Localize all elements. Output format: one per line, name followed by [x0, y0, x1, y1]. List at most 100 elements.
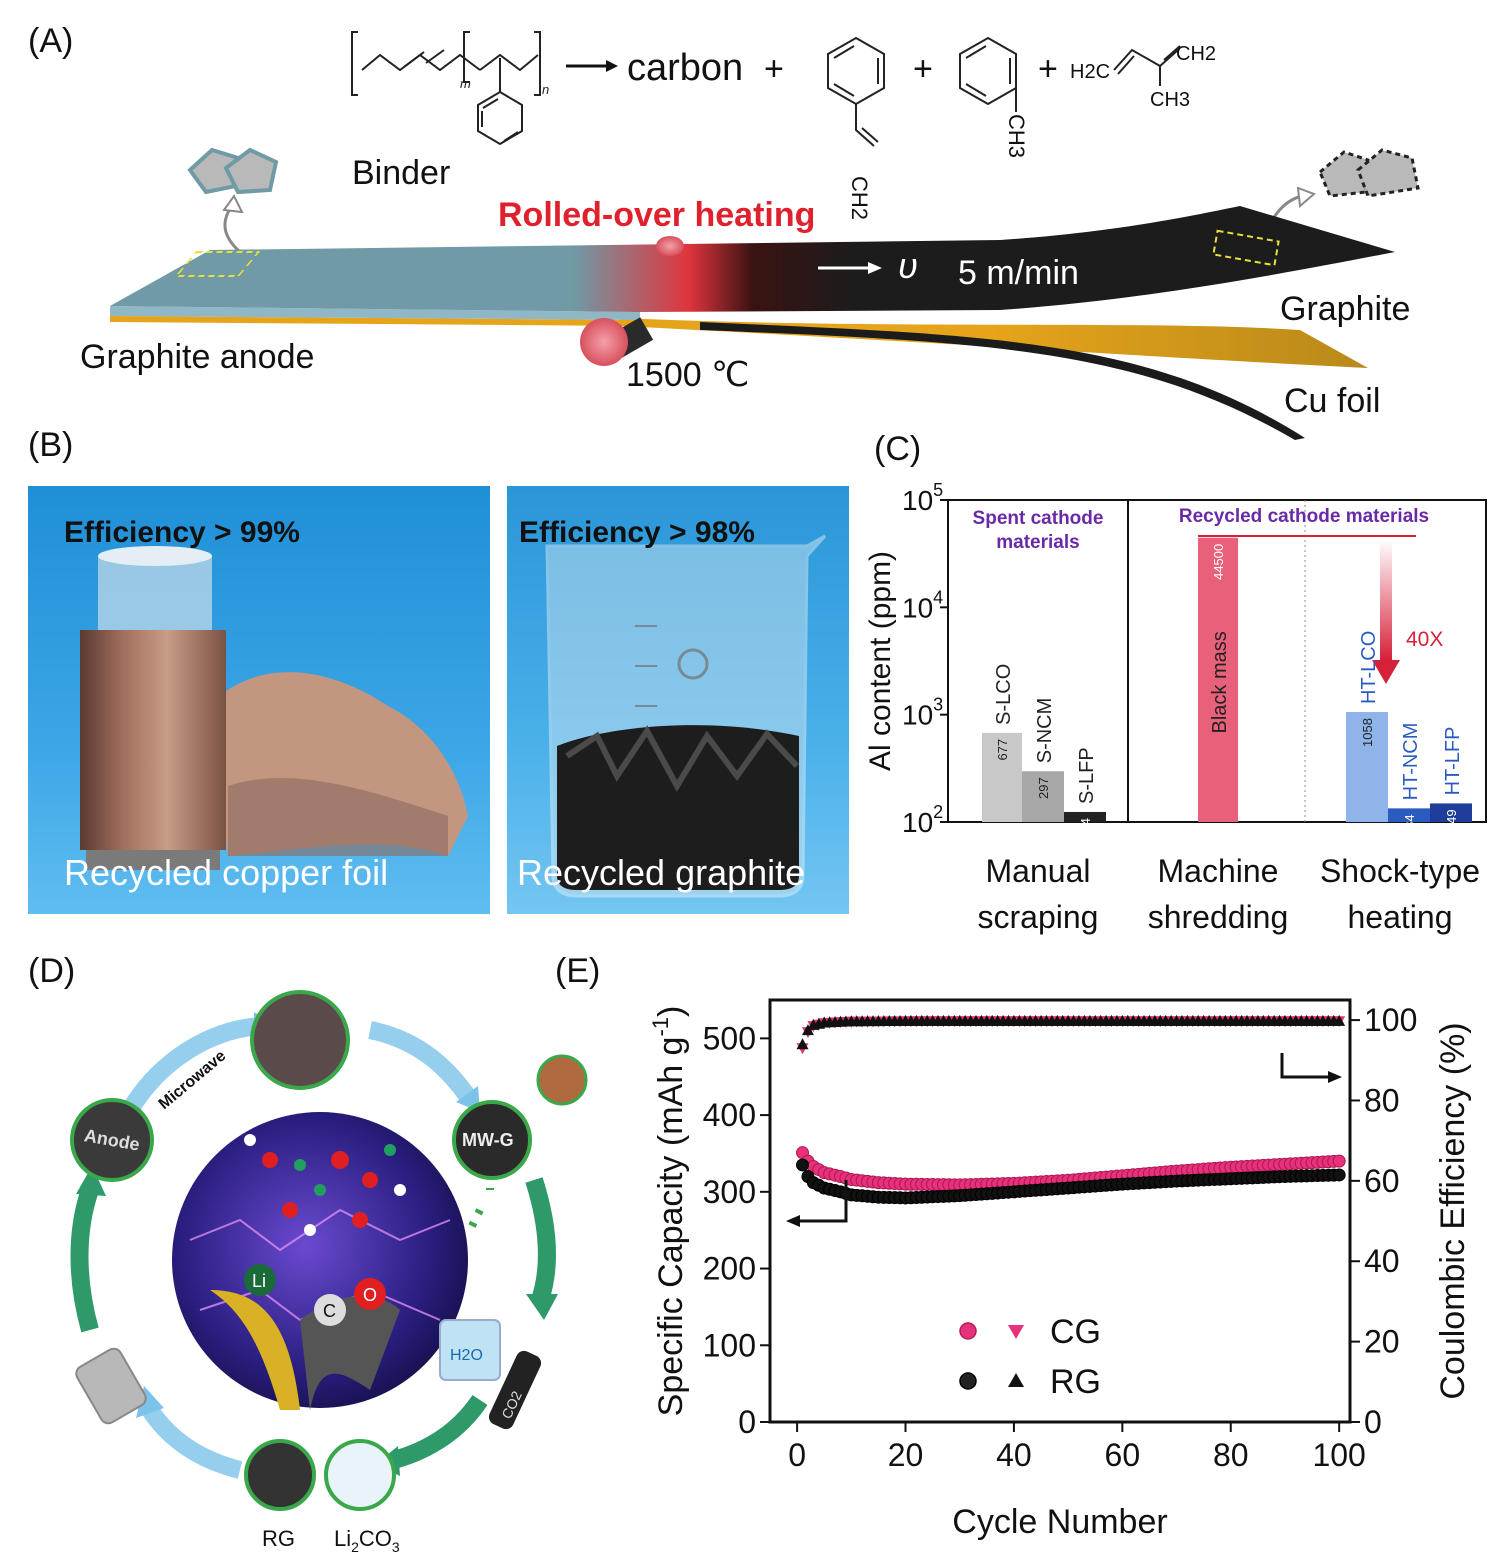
o-atom — [354, 1278, 386, 1310]
toluene-structure — [959, 36, 1017, 112]
chart-e-ytick-right-label: 20 — [1364, 1324, 1400, 1360]
chart-c-bars: 677 S-LCO 297 S-NCM 124 S-LFP 44500 Black mass 1… — [982, 537, 1472, 840]
graphite-photo: Efficiency > 98% Recycled graphite — [507, 486, 849, 914]
legend-cg-label: CG — [1050, 1313, 1101, 1351]
arrow-to-leaching-head — [526, 1294, 558, 1320]
arrow-to-battery — [142, 1404, 243, 1479]
chart-c-ylabel: Al content (ppm) — [864, 551, 897, 771]
li-atom — [244, 1264, 276, 1296]
chart-e-xtick-label: 100 — [1312, 1437, 1365, 1473]
toluene-ch3: CH3 — [1004, 114, 1029, 158]
electrode-strip — [110, 206, 1395, 440]
group-label-shock-line1: Shock-type — [1320, 853, 1480, 889]
anode-photo — [70, 1098, 154, 1182]
foil-piece-yellow — [210, 1290, 300, 1410]
binder-structure — [351, 31, 541, 146]
bar-value-label: 677 — [995, 739, 1010, 761]
data-point-rg — [1332, 1168, 1346, 1182]
panel-c-label: (C) — [874, 430, 922, 468]
plasma-sphere — [172, 1112, 468, 1408]
chart-e-ytick-right-label: 100 — [1364, 1002, 1417, 1038]
bar-name-label: S-LCO — [993, 664, 1015, 725]
reduction-label: 40X — [1406, 628, 1443, 651]
chart-e-ytick-left-label: 400 — [703, 1097, 756, 1133]
arrow-to-li2co3 — [391, 1394, 488, 1469]
chart-e-ytick-left-label: 200 — [703, 1251, 756, 1287]
chart-c-ytick-label: 105 — [902, 480, 943, 516]
chart-e-ytick-right-label: 0 — [1364, 1404, 1382, 1440]
chart-e-xtick-label: 0 — [788, 1437, 806, 1473]
bar-value-label: 44500 — [1211, 544, 1226, 580]
chart-c-ytick-label: 102 — [902, 802, 943, 838]
isoprene-h2c: H2C — [1070, 61, 1110, 83]
isoprene-ch2: CH2 — [1176, 43, 1216, 65]
mwg-photo — [452, 1100, 532, 1180]
bar-name-label: S-NCM — [1034, 698, 1056, 764]
bar-name-label: HT-LFP — [1442, 727, 1464, 796]
data-point-cg — [1332, 1154, 1346, 1168]
legend-rg-label: RG — [1050, 1363, 1101, 1401]
sample-area-left — [174, 251, 261, 277]
chart-e-ytick-right-label: 40 — [1364, 1243, 1400, 1279]
isoprene-structure — [1113, 45, 1181, 86]
data-point-rg — [796, 1158, 810, 1172]
rg-label: RG — [262, 1526, 295, 1551]
bar-value-label: 124 — [1078, 818, 1093, 840]
copper-foil-photo: Efficiency > 99% Recycled copper foil — [28, 486, 490, 914]
crystal-atoms — [244, 1134, 406, 1236]
arrow-microwave — [122, 1017, 261, 1115]
reduction-arrow — [1372, 540, 1400, 684]
c-atom-label: C — [323, 1301, 336, 1321]
plus-sign-1: + — [764, 50, 784, 88]
speed-label: 5 m/min — [958, 254, 1079, 292]
bar-s-lco — [982, 732, 1022, 822]
chart-e-ylabel-left: Specific Capacity (mAh g-1) — [648, 1006, 690, 1417]
li2co3-label: Li2CO3 — [334, 1526, 400, 1555]
data-point-rg-ce — [1333, 1014, 1346, 1026]
chart-c-ytick-label: 104 — [902, 587, 943, 623]
copper-photo — [536, 1054, 588, 1106]
legend-rg-triangle — [1008, 1373, 1024, 1387]
beaker-icon — [439, 1319, 501, 1381]
panel-d-label: (D) — [28, 952, 76, 990]
isoprene-ch3: CH3 — [1150, 89, 1190, 111]
bar-name-label: HT-NCM — [1400, 723, 1422, 801]
chart-e-xtick-label: 20 — [888, 1437, 924, 1473]
reaction-arrow — [566, 60, 618, 72]
right-axis-indicator-arrow — [1280, 1053, 1342, 1083]
temperature-label: 1500 ℃ — [626, 356, 749, 394]
graphite-anode-label: Graphite anode — [80, 338, 314, 376]
panel-b-label: (B) — [28, 426, 74, 464]
graphite-particle-icon — [187, 147, 279, 195]
chart-e-legend: CG RG — [959, 1313, 1101, 1401]
graphite-label: Graphite — [1280, 290, 1410, 328]
li2co3-photo — [324, 1439, 396, 1511]
curved-arrow-right-head — [1296, 186, 1316, 208]
bar-name-label: Black mass — [1209, 631, 1231, 733]
bar-value-label: 134 — [1402, 814, 1417, 836]
chart-e-ylabel-right: Coulombic Efficiency (%) — [1434, 1022, 1472, 1399]
o-atom-label: O — [363, 1285, 377, 1305]
left-axis-indicator-arrow — [786, 1180, 848, 1227]
panel-e-label: (E) — [555, 952, 601, 990]
co2-canister-icon — [488, 1350, 542, 1430]
bar-ht-lco — [1346, 712, 1388, 822]
cycling-chart: Specific Capacity (mAh g-1) Coulombic Ef… — [648, 998, 1472, 1541]
spent-title-line1: Spent cathode — [973, 508, 1104, 529]
spent-title-line2: materials — [996, 532, 1079, 553]
styrene-structure — [827, 36, 885, 147]
cu-foil-label: Cu foil — [1284, 382, 1380, 420]
bar-ht-ncm — [1388, 808, 1430, 822]
graphite-efficiency-label: Efficiency > 98% — [519, 516, 755, 549]
panel-a-figure: m n Binder carbon + CH2 + CH3 + H2C CH2 … — [80, 31, 1420, 440]
c-atom — [314, 1294, 346, 1326]
chart-c-ytick-label: 103 — [902, 695, 943, 731]
chart-e-xtick-label: 40 — [996, 1437, 1032, 1473]
copper-caption: Recycled copper foil — [64, 852, 389, 893]
carbon-label: carbon — [627, 47, 743, 89]
recycled-title: Recycled cathode materials — [1179, 506, 1429, 527]
group-label-manual-line1: Manual — [986, 853, 1091, 889]
binder-m-subscript: m — [460, 76, 471, 91]
legend-cg-circle — [959, 1322, 977, 1340]
chart-e-ytick-right-label: 60 — [1364, 1163, 1400, 1199]
